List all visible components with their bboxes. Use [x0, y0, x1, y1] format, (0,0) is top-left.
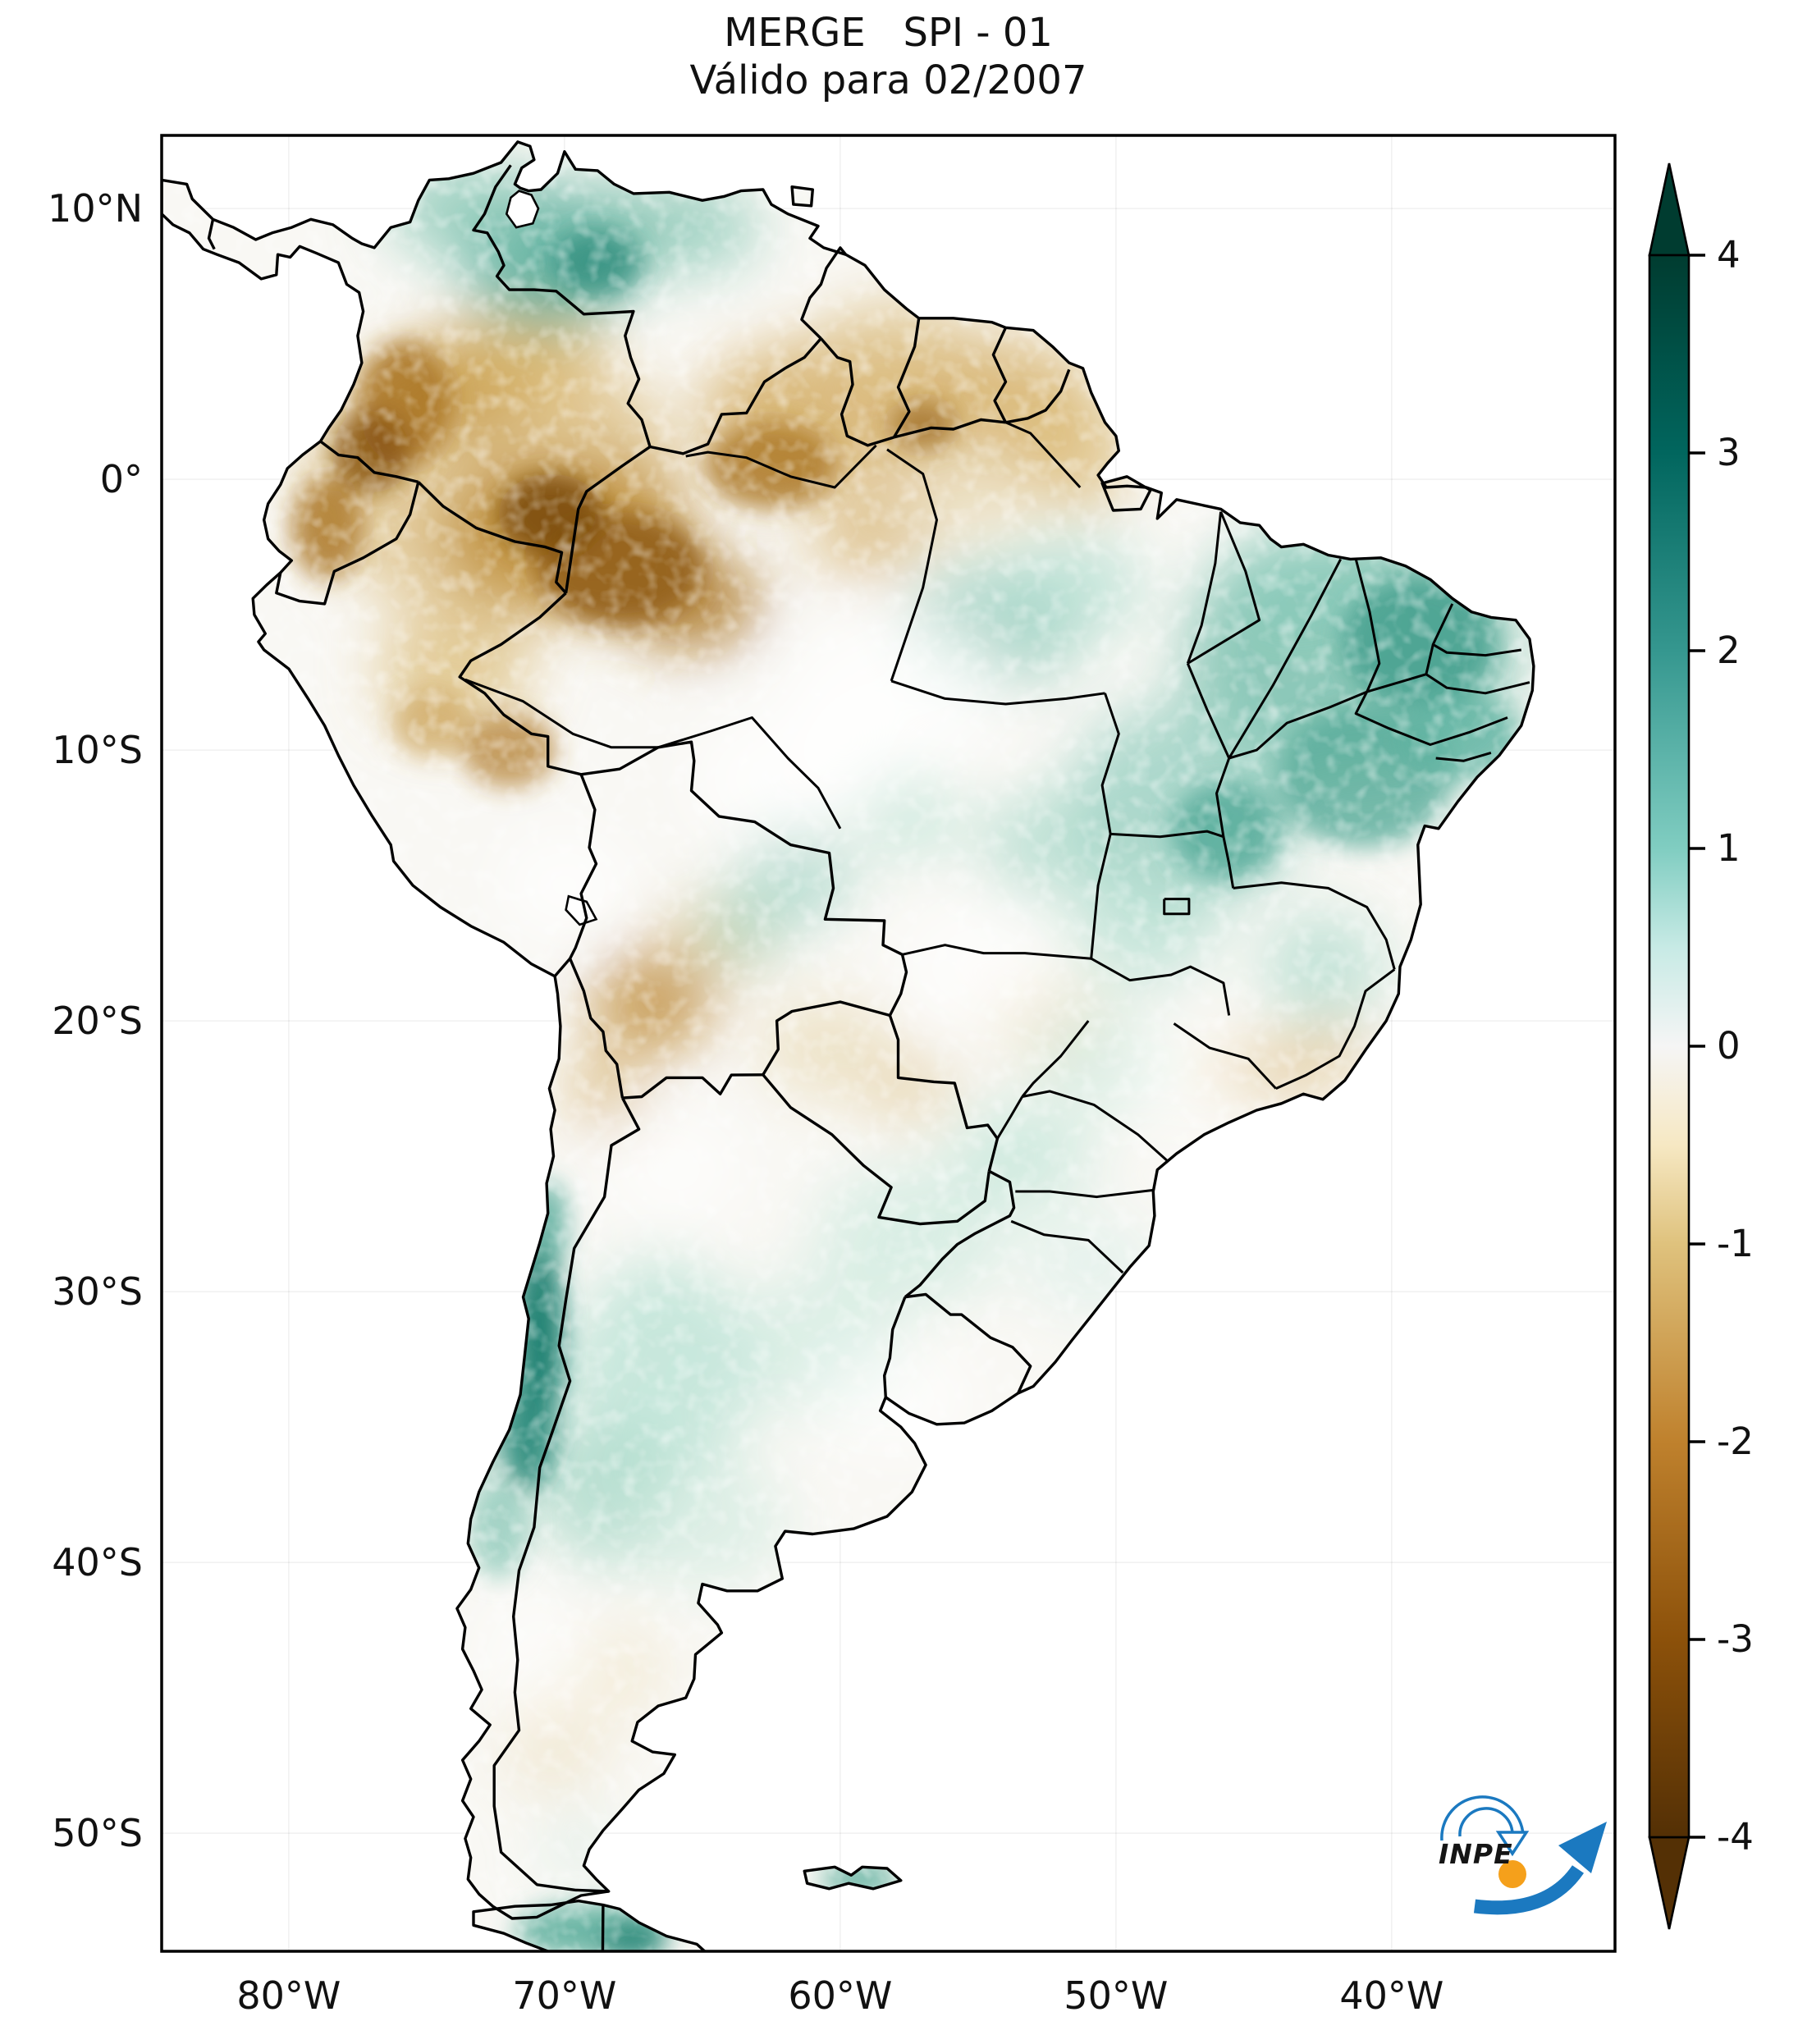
- colorbar-gradient: [1648, 254, 1690, 1839]
- lat-tick-label: 50°S: [52, 1811, 143, 1856]
- colorbar-tick-label: 3: [1717, 431, 1741, 474]
- colorbar-tick-label: 4: [1717, 233, 1741, 277]
- logo-swirl-inner: [1458, 1807, 1514, 1837]
- colorbar-tick-label: -3: [1717, 1617, 1754, 1661]
- colorbar-tick-label: 0: [1717, 1024, 1741, 1068]
- logo-big-arrow: [1473, 1865, 1585, 1915]
- spi-raster: [162, 141, 1534, 1951]
- logo-swirl-outer: [1440, 1795, 1525, 1841]
- country-borders: [207, 164, 1071, 1951]
- lat-tick-label: 0°: [99, 457, 143, 502]
- colorbar-tick-label: -2: [1717, 1420, 1754, 1463]
- lat-tick-label: 20°S: [52, 999, 143, 1044]
- colorbar-arrow-top: [1648, 162, 1690, 257]
- colorbar-tick-label: 1: [1717, 826, 1741, 870]
- inpe-logo-text: INPE: [1439, 1838, 1513, 1870]
- lon-tick-label: 40°W: [1339, 1973, 1444, 2018]
- colorbar-tick-label: -4: [1717, 1815, 1754, 1859]
- chart-subtitle: Válido para 02/2007: [689, 57, 1087, 103]
- lon-tick-label: 80°W: [236, 1973, 341, 2018]
- lat-tick-label: 40°S: [52, 1540, 143, 1585]
- logo-arrowhead-down: [1495, 1831, 1530, 1857]
- lat-tick-label: 10°S: [52, 728, 143, 773]
- chart-title: MERGE SPI - 01: [724, 10, 1053, 56]
- lakes: [505, 190, 598, 926]
- logo-orange-dot: [1498, 1860, 1526, 1888]
- colorbar-arrow-bottom: [1648, 1836, 1690, 1930]
- lat-tick-label: 30°S: [52, 1269, 143, 1315]
- colorbar-ticks: [1689, 254, 1705, 1839]
- colorbar-tick-label: 2: [1717, 629, 1741, 672]
- plot-area: [162, 135, 1615, 1951]
- lon-tick-label: 60°W: [788, 1973, 893, 2018]
- colorbar-tick-label: -1: [1717, 1222, 1754, 1265]
- lon-tick-label: 50°W: [1064, 1973, 1169, 2018]
- state-borders: [464, 421, 1530, 1274]
- inpe-logo: [1440, 1795, 1607, 1915]
- coastlines: [162, 140, 1535, 1951]
- logo-big-arrowhead: [1558, 1822, 1607, 1873]
- lon-tick-label: 70°W: [512, 1973, 617, 2018]
- map-frame: [160, 134, 1617, 1953]
- colorbar: [1648, 162, 1705, 1930]
- lat-tick-label: 10°N: [48, 186, 143, 231]
